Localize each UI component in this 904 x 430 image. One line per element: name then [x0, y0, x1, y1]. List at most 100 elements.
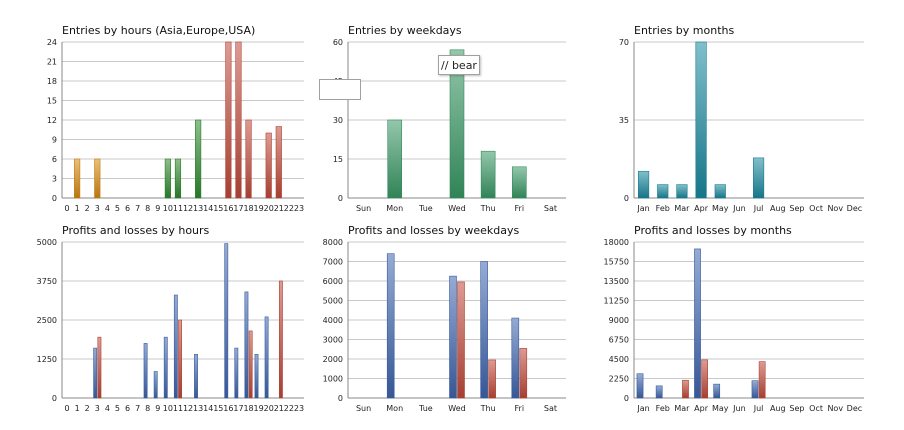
y-tick-label: 6: [52, 155, 57, 164]
x-tick-label: May: [712, 404, 729, 413]
x-tick-label: Fri: [515, 204, 525, 213]
y-tick-label: 11250: [604, 297, 629, 306]
bar-entries-hours-13: [195, 119, 202, 199]
y-tick-label: 8000: [323, 238, 343, 247]
x-tick-label: 4: [105, 404, 110, 413]
x-tick-label: Jul: [753, 204, 764, 213]
bar-pl-weekdays-Fri-Losses: [519, 347, 528, 399]
bar-entries-months-Feb: [657, 184, 669, 199]
bar-pl-months-Apr-Profits: [694, 248, 701, 399]
bar-entries-hours-16: [225, 41, 232, 199]
bar-entries-hours-18: [245, 119, 252, 199]
bar-entries-hours-3: [94, 158, 101, 199]
bar-entries-weekdays-Wed: [449, 49, 465, 199]
chart-title: Entries by hours (Asia,Europe,USA): [62, 24, 255, 37]
x-tick-label: Wed: [448, 404, 465, 413]
x-tick-label: 0: [64, 204, 69, 213]
x-tick-label: 19: [254, 404, 264, 413]
x-tick-label: Jun: [732, 404, 746, 413]
y-tick-label: 13500: [604, 277, 629, 286]
x-tick-label: Sun: [356, 204, 371, 213]
x-tick-label: 19: [254, 204, 264, 213]
y-tick-label: 2250: [609, 375, 629, 384]
y-tick-label: 70: [619, 38, 629, 47]
x-tick-label: Jan: [636, 404, 649, 413]
x-tick-label: Thu: [480, 404, 496, 413]
bar-pl-weekdays-Thu-Profits: [480, 261, 488, 399]
x-tick-label: Sun: [356, 404, 371, 413]
x-tick-label: Feb: [656, 204, 670, 213]
hover-tooltip: // bear: [438, 55, 480, 75]
bar-pl-hours-21-Losses: [278, 280, 283, 399]
tooltip-ghost-box: [319, 79, 361, 100]
bar-pl-hours-11-Losses: [178, 319, 182, 399]
bar-entries-hours-11: [174, 158, 182, 199]
x-tick-label: Sep: [789, 404, 804, 413]
x-tick-label: 12: [183, 204, 193, 213]
x-tick-label: Sat: [544, 204, 557, 213]
x-tick-label: 13: [193, 204, 203, 213]
chart-title: Profits and losses by weekdays: [348, 224, 519, 237]
bar-pl-hours-20-Profits: [264, 316, 269, 399]
bar-pl-hours-3-Profits: [93, 347, 98, 399]
chart-title: Profits and losses by months: [634, 224, 792, 237]
x-tick-label: 18: [243, 204, 253, 213]
x-tick-label: Oct: [809, 204, 823, 213]
bar-pl-hours-9-Profits: [153, 371, 158, 399]
chart-pl-months: Profits and losses by months 0 2250 4500 675…: [604, 224, 864, 413]
bar-pl-months-Jan-Profits: [636, 373, 644, 399]
bar-pl-months-Jul-Losses: [758, 361, 766, 399]
x-tick-label: 10: [163, 204, 173, 213]
bar-entries-hours-17: [235, 41, 242, 199]
x-tick-label: 14: [203, 204, 213, 213]
bar-pl-hours-18-Losses: [248, 330, 253, 399]
x-tick-label: Sat: [544, 404, 557, 413]
y-tick-label: 0: [338, 194, 343, 203]
x-tick-label: Jan: [636, 204, 649, 213]
bar-pl-weekdays-Wed-Losses: [457, 281, 465, 399]
y-tick-label: 1250: [37, 355, 57, 364]
x-tick-label: 17: [233, 204, 243, 213]
x-tick-label: 5: [115, 404, 120, 413]
bar-entries-months-Apr: [695, 41, 707, 199]
x-tick-label: 7: [135, 204, 140, 213]
chart-entries-hours: Entries by hours (Asia,Europe,USA)036912…: [47, 24, 304, 213]
x-tick-label: Tue: [418, 404, 433, 413]
bar-pl-months-Jul-Profits: [751, 380, 759, 399]
x-tick-label: Tue: [418, 204, 433, 213]
bar-pl-hours-10-Profits: [163, 336, 168, 399]
bar-entries-months-May: [714, 184, 726, 199]
x-tick-label: 6: [125, 404, 130, 413]
x-tick-label: 21: [274, 204, 284, 213]
y-tick-label: 18000: [604, 238, 629, 247]
x-tick-label: 13: [193, 404, 203, 413]
bar-pl-hours-18-Profits: [244, 291, 249, 399]
x-tick-label: Mar: [674, 204, 690, 213]
bar-entries-hours-20: [265, 132, 272, 199]
y-tick-label: 4000: [323, 316, 343, 325]
x-tick-label: 7: [135, 404, 140, 413]
bar-entries-hours-21: [275, 126, 282, 199]
x-tick-label: Jun: [732, 204, 746, 213]
x-tick-label: 14: [203, 404, 213, 413]
x-tick-label: 12: [183, 404, 193, 413]
x-tick-label: 10: [163, 404, 173, 413]
y-tick-label: 6000: [323, 277, 343, 286]
bar-pl-months-Mar-Losses: [682, 379, 689, 399]
bar-entries-weekdays-Mon: [387, 119, 403, 199]
bar-pl-hours-19-Profits: [254, 354, 259, 399]
x-tick-label: 2: [85, 204, 90, 213]
x-tick-label: Nov: [827, 404, 843, 413]
y-tick-label: 35: [619, 116, 629, 125]
x-tick-label: Thu: [480, 204, 496, 213]
bar-entries-months-Jan: [638, 170, 650, 199]
y-tick-label: 24: [47, 38, 57, 47]
x-tick-label: Jul: [753, 404, 764, 413]
bar-entries-hours-1: [74, 158, 81, 199]
y-tick-label: 7000: [323, 258, 343, 267]
x-tick-label: 1: [75, 404, 80, 413]
x-tick-label: 8: [145, 204, 150, 213]
y-tick-label: 0: [52, 394, 57, 403]
y-tick-label: 0: [624, 194, 629, 203]
